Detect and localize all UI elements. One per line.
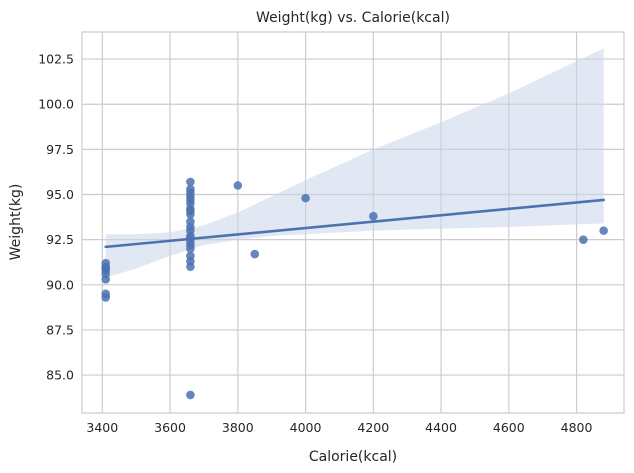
y-tick-label: 92.5: [46, 232, 74, 247]
x-tick-label: 4400: [425, 420, 457, 435]
y-tick-label: 102.5: [38, 52, 74, 67]
y-tick-label: 87.5: [46, 322, 74, 337]
chart-title: Weight(kg) vs. Calorie(kcal): [256, 10, 450, 26]
data-point: [186, 390, 195, 400]
data-point: [101, 264, 111, 273]
x-axis-label: Calorie(kcal): [309, 449, 397, 465]
y-tick-label: 95.0: [46, 187, 74, 202]
data-point: [250, 249, 260, 259]
data-point: [186, 177, 195, 187]
x-tick-label: 4600: [493, 420, 525, 435]
y-tick-labels: 85.0 87.5 90.0 92.5 95.0 97.5 100.0 102.5: [38, 52, 74, 383]
x-tick-labels: 3400 3600 3800 4000 4200 4400 4600 4800: [86, 420, 592, 435]
data-point: [579, 235, 588, 244]
data-point: [101, 293, 111, 302]
data-point: [301, 193, 310, 203]
y-tick-label: 97.5: [46, 142, 74, 157]
data-point: [186, 233, 195, 243]
data-point: [369, 211, 378, 221]
data-point: [101, 275, 111, 284]
y-axis-label: Weight(kg): [8, 184, 24, 261]
data-point: [186, 204, 195, 214]
x-tick-label: 3400: [86, 420, 118, 435]
x-tick-label: 3800: [222, 420, 254, 435]
y-tick-label: 85.0: [46, 368, 74, 383]
x-tick-label: 4200: [357, 420, 389, 435]
confidence-band: [105, 48, 604, 278]
x-tick-label: 4000: [290, 420, 322, 435]
data-point: [233, 181, 243, 190]
data-point: [186, 262, 195, 272]
y-tick-label: 100.0: [38, 97, 74, 112]
data-point: [186, 244, 195, 253]
data-point: [599, 226, 608, 235]
x-tick-label: 3600: [154, 420, 186, 435]
x-tick-label: 4800: [561, 420, 593, 435]
y-tick-label: 90.0: [46, 277, 74, 292]
confidence-band-area: [105, 48, 604, 278]
plot-frame: [81, 31, 625, 414]
data-points: [101, 177, 608, 400]
